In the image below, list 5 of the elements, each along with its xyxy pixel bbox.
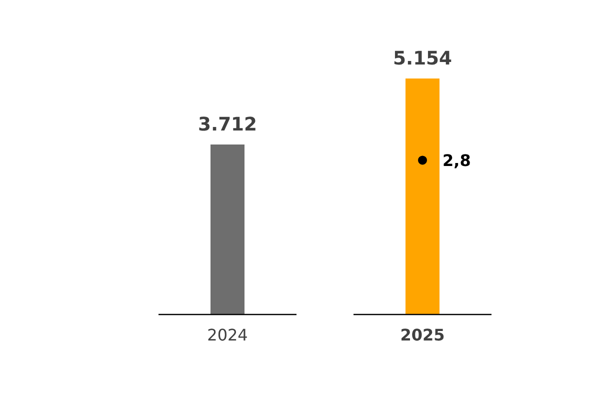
annotation: 2,8 bbox=[442, 151, 471, 170]
data-label: 3.712 bbox=[198, 114, 258, 136]
x-tick-label: 2025 bbox=[400, 326, 445, 344]
x-tick-label: 2024 bbox=[207, 326, 248, 344]
data-label: 5.154 bbox=[392, 48, 452, 70]
